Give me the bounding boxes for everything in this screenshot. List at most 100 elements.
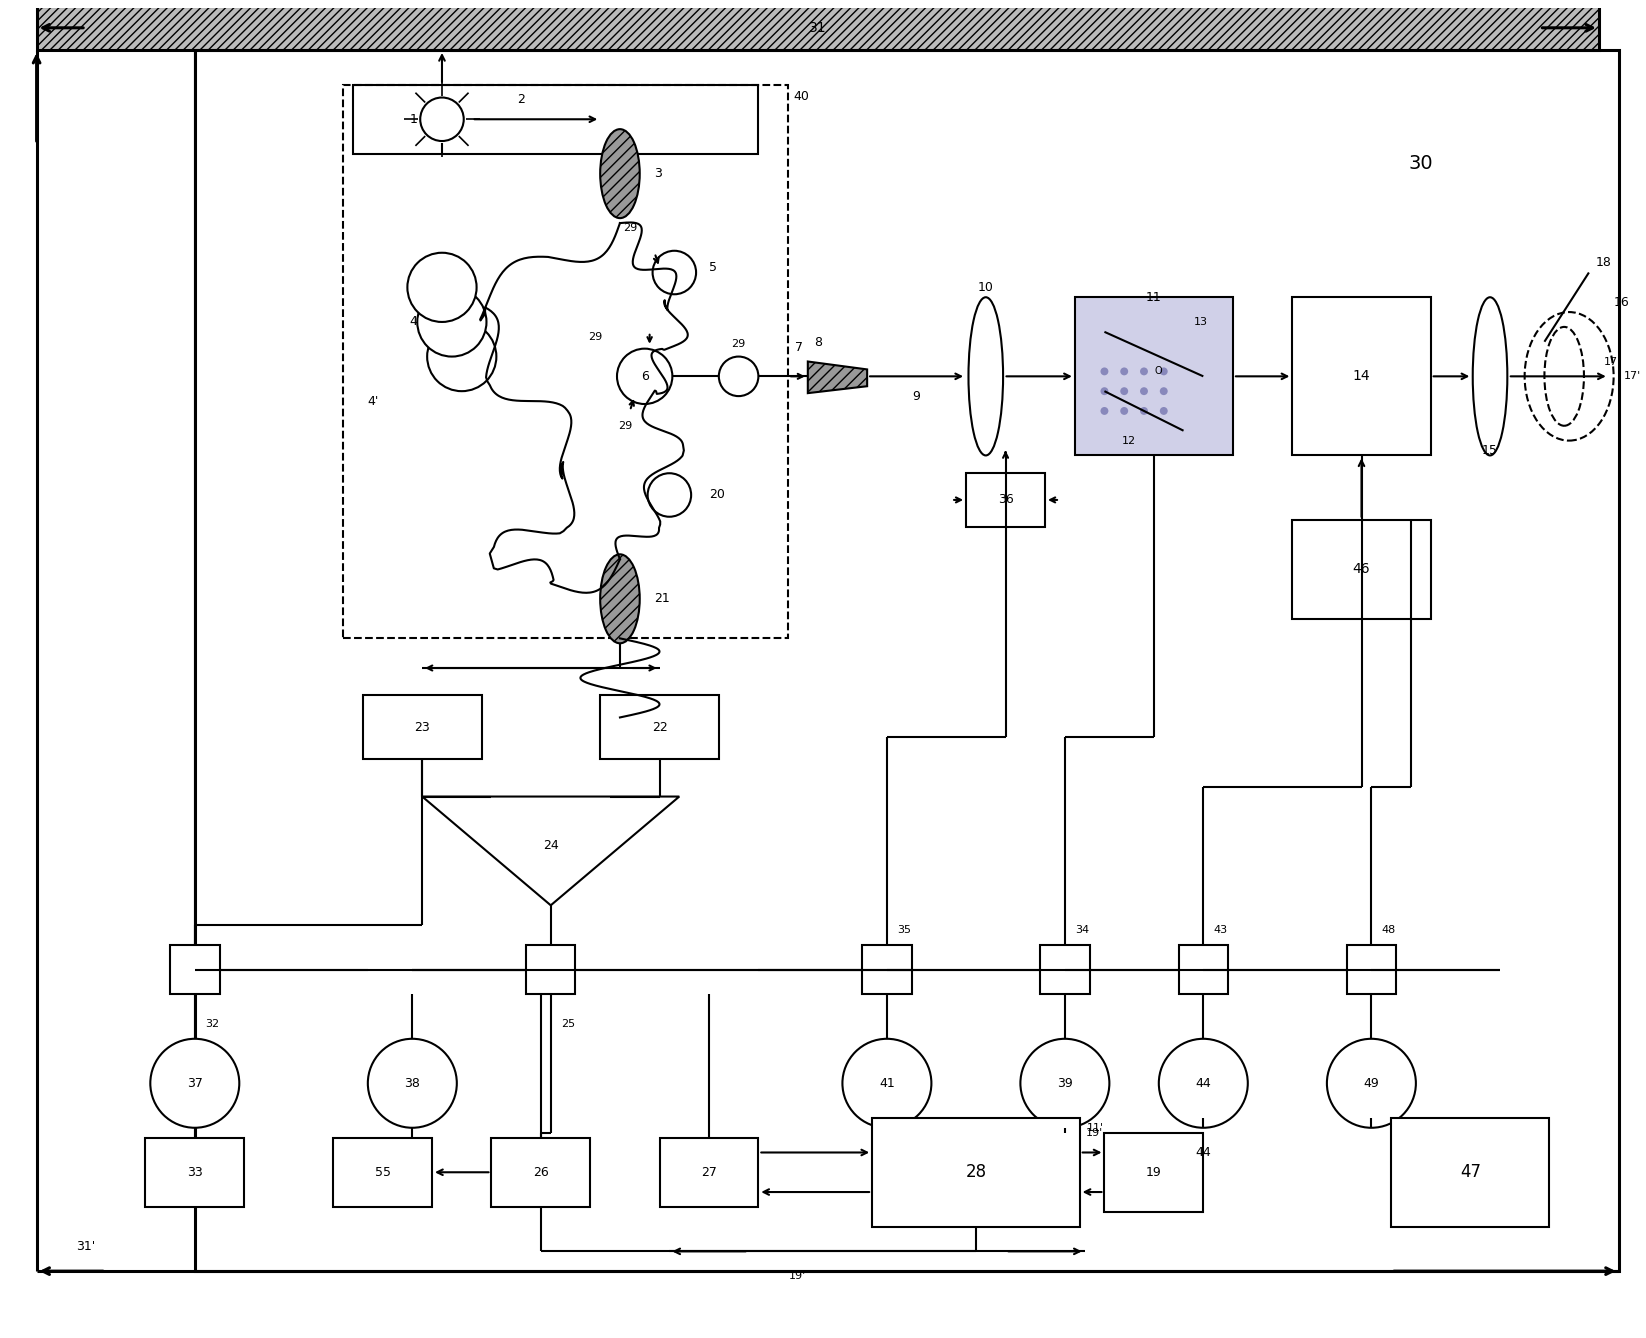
Circle shape [1160, 407, 1167, 415]
Text: 41: 41 [879, 1077, 895, 1089]
Text: 31: 31 [808, 21, 826, 35]
Text: 29: 29 [622, 223, 637, 233]
Text: 30: 30 [1409, 154, 1434, 173]
Circle shape [617, 349, 672, 404]
Text: O: O [1155, 367, 1162, 376]
Text: 20: 20 [709, 488, 724, 502]
Text: 36: 36 [997, 494, 1014, 506]
Circle shape [1327, 1038, 1416, 1128]
Text: 23: 23 [415, 721, 430, 733]
Text: 19': 19' [790, 1271, 807, 1280]
Bar [352, 84, 759, 154]
Text: 26: 26 [533, 1165, 548, 1179]
Circle shape [1121, 368, 1128, 376]
Bar [527, 945, 576, 994]
Text: 28: 28 [965, 1163, 986, 1181]
Text: 34: 34 [1075, 925, 1090, 935]
Circle shape [367, 1038, 458, 1128]
Bar [362, 696, 482, 760]
Bar [966, 472, 1045, 527]
Circle shape [1160, 387, 1167, 395]
Bar [1104, 1133, 1203, 1212]
Bar [332, 1137, 433, 1207]
Circle shape [1159, 1038, 1248, 1128]
Circle shape [1121, 387, 1128, 395]
Text: 2: 2 [517, 94, 525, 106]
Text: 33: 33 [188, 1165, 202, 1179]
Bar [1292, 297, 1430, 455]
Circle shape [428, 322, 497, 391]
Ellipse shape [601, 130, 640, 218]
Text: 27: 27 [701, 1165, 718, 1179]
Polygon shape [808, 361, 867, 393]
Ellipse shape [968, 297, 1002, 455]
Text: 44: 44 [1195, 1145, 1211, 1159]
Bar [194, 50, 1618, 1271]
Circle shape [1101, 387, 1108, 395]
Text: 14: 14 [1353, 369, 1371, 383]
Text: 31': 31' [76, 1240, 95, 1252]
Text: 37: 37 [188, 1077, 202, 1089]
Text: 3: 3 [655, 167, 662, 181]
Text: 9: 9 [912, 389, 920, 403]
Text: 39: 39 [1057, 1077, 1073, 1089]
Text: 47: 47 [1460, 1163, 1481, 1181]
Text: 8: 8 [813, 336, 821, 349]
Text: 6: 6 [640, 369, 649, 383]
Circle shape [1141, 368, 1147, 376]
Bar [1346, 945, 1396, 994]
Circle shape [1101, 407, 1108, 415]
Text: 22: 22 [652, 721, 667, 733]
Text: 4': 4' [367, 395, 379, 408]
Bar [660, 1137, 759, 1207]
Bar [863, 945, 912, 994]
Circle shape [1141, 407, 1147, 415]
Text: 43: 43 [1213, 925, 1228, 935]
Text: 17': 17' [1623, 372, 1641, 381]
Text: 38: 38 [405, 1077, 420, 1089]
Text: 44: 44 [1195, 1077, 1211, 1089]
Circle shape [1021, 1038, 1109, 1128]
Text: 11': 11' [1088, 1123, 1104, 1133]
Bar [1292, 519, 1430, 618]
Text: 11: 11 [1146, 290, 1162, 304]
Bar [1179, 945, 1228, 994]
Polygon shape [423, 796, 680, 906]
Circle shape [843, 1038, 932, 1128]
Text: 55: 55 [375, 1165, 390, 1179]
Text: 7: 7 [795, 341, 803, 353]
Text: 32: 32 [204, 1020, 219, 1029]
Text: 29: 29 [731, 339, 746, 349]
Circle shape [418, 288, 487, 356]
Text: 46: 46 [1353, 562, 1371, 577]
Circle shape [647, 474, 691, 516]
Circle shape [1101, 368, 1108, 376]
Circle shape [652, 250, 696, 294]
Circle shape [719, 356, 759, 396]
Text: 4: 4 [410, 316, 418, 328]
Ellipse shape [601, 554, 640, 644]
Text: 29: 29 [588, 332, 602, 341]
Text: 16: 16 [1613, 296, 1630, 309]
Text: 40: 40 [793, 90, 808, 103]
Text: 21: 21 [655, 593, 670, 605]
Text: 35: 35 [897, 925, 910, 935]
Bar [872, 1117, 1080, 1227]
Text: 19': 19' [1086, 1128, 1103, 1137]
Bar [1075, 297, 1233, 455]
Bar [1040, 945, 1090, 994]
Bar [492, 1137, 591, 1207]
Bar [342, 84, 788, 638]
Text: 18: 18 [1597, 256, 1611, 269]
Text: 1: 1 [410, 112, 418, 126]
Bar [36, 5, 1598, 50]
Circle shape [1160, 368, 1167, 376]
Text: 19: 19 [1146, 1165, 1162, 1179]
Bar [1391, 1117, 1549, 1227]
Bar [601, 696, 719, 760]
Bar [170, 945, 219, 994]
Text: 29: 29 [617, 420, 632, 431]
Circle shape [1121, 407, 1128, 415]
Text: 48: 48 [1381, 925, 1396, 935]
Circle shape [1141, 387, 1147, 395]
